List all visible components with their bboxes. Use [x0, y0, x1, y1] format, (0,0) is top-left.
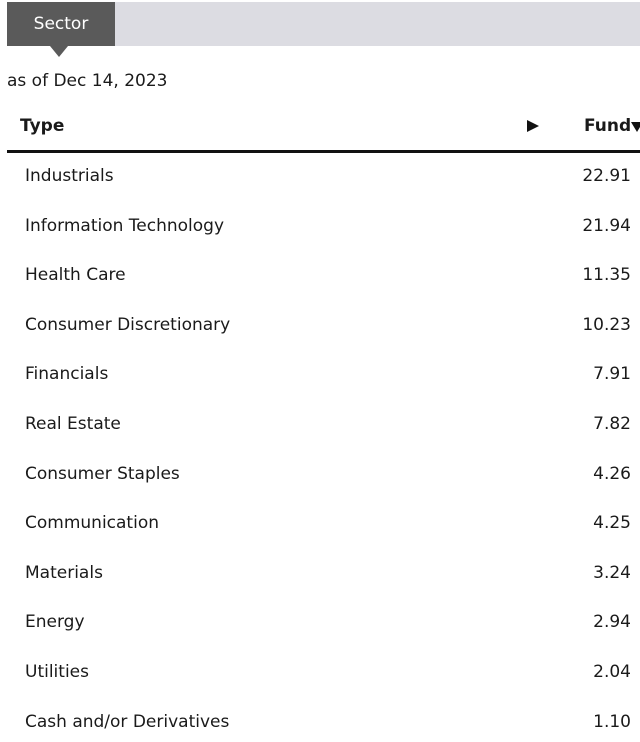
- fund-weight: 22.91: [582, 166, 631, 186]
- expand-arrow[interactable]: [526, 119, 540, 133]
- fund-weight: 7.91: [593, 364, 631, 385]
- sector-name: Materials: [25, 562, 103, 583]
- column-header[interactable]: Type: [20, 116, 65, 136]
- sector-name: Energy: [25, 612, 85, 633]
- sector-name: Cash and/or Derivatives: [25, 711, 230, 732]
- sector-name: Communication: [25, 513, 159, 534]
- fund-weight: 11.35: [582, 265, 631, 286]
- as-of-date: as of Dec 14, 2023: [7, 71, 168, 91]
- column-header[interactable]: Fund: [584, 116, 632, 136]
- sector-name: Consumer Staples: [25, 463, 180, 484]
- fund-weight: 2.04: [593, 662, 631, 682]
- sector-name: Real Estate: [25, 414, 121, 434]
- fund-weight: 21.94: [582, 215, 631, 236]
- sector-name: Financials: [25, 364, 109, 385]
- fund-weight: 4.26: [593, 463, 631, 484]
- fund-weight: 4.25: [593, 513, 631, 534]
- tab-pointer: [50, 46, 68, 57]
- fund-weight: 7.82: [593, 414, 631, 434]
- sector-name: Industrials: [25, 166, 114, 186]
- fund-weight: 3.24: [593, 562, 631, 583]
- sort-arrow[interactable]: [631, 121, 640, 133]
- sector-name: Information Technology: [25, 215, 225, 236]
- fund-weight: 10.23: [582, 314, 631, 335]
- fund-weight: 2.94: [593, 612, 631, 633]
- header-rule: [7, 150, 640, 153]
- fund-weight: 1.10: [593, 711, 631, 732]
- sector-name: Utilities: [25, 662, 89, 682]
- sector-name: Consumer Discretionary: [25, 314, 231, 335]
- sector-name: Health Care: [25, 265, 126, 286]
- sector-tab[interactable]: Sector: [7, 2, 115, 46]
